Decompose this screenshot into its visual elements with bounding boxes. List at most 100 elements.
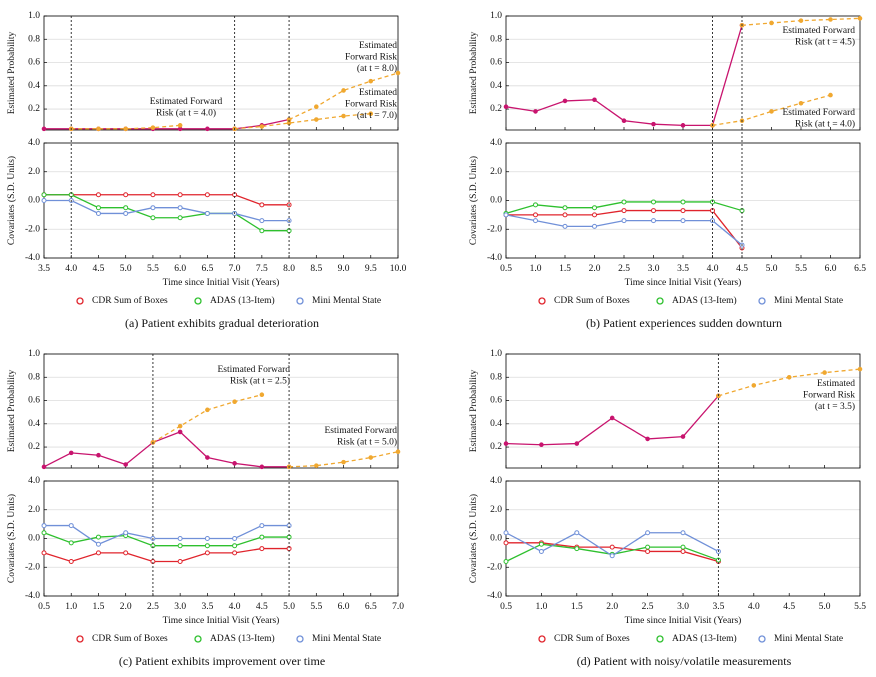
y-tick-label: 0.0 [490,534,502,544]
annotation: Risk (at t = 2.5) [230,376,290,387]
data-point [314,463,319,468]
annotation: Forward Risk [345,53,397,63]
data-point [232,550,238,556]
x-tick-label: 2.5 [147,602,159,612]
data-point [341,459,346,465]
data-point [533,202,538,208]
x-tick-label: 2.5 [642,602,654,612]
data-point [314,104,319,110]
data-point [562,205,568,211]
y-tick-label: -2.0 [487,224,502,234]
data-point [651,218,656,224]
data-point [857,16,863,21]
x-axis-label: Time since Initial Visit (Years) [163,277,280,288]
series-line [289,451,399,468]
data-point [68,450,74,456]
data-point [177,559,183,564]
data-point [41,198,47,203]
x-tick-label: 6.0 [174,264,186,274]
data-point [177,536,183,541]
data-point [503,212,509,218]
y-tick-label: -4.0 [487,253,502,263]
y-tick-label: 2.0 [28,505,40,515]
y-tick-label: 2.0 [28,167,40,177]
data-point [259,464,265,470]
annotation: Estimated [817,379,855,389]
x-tick-label: 4.5 [783,602,795,612]
data-point [769,109,774,114]
data-point [592,212,597,218]
x-tick-label: 6.5 [854,264,866,274]
y-tick-label: 0.4 [490,419,502,429]
legend-label: CDR Sum of Boxes [92,295,168,306]
series-line [152,394,263,443]
legend-label: ADAS (13-Item) [210,633,275,644]
data-point [609,544,615,550]
x-tick-label: 1.0 [65,602,77,612]
y-axis-label: Covariates (S.D. Units) [468,156,479,245]
data-point [177,429,183,435]
data-point [96,126,101,132]
legend-label: ADAS (13-Item) [672,633,737,644]
series-line [44,194,290,206]
data-point [123,462,128,467]
data-point [574,441,580,446]
annotation: Estimated Forward [782,108,855,118]
annotation: Forward Risk [345,100,397,110]
data-point [828,92,833,98]
y-axis-label: Estimated Probability [469,31,479,114]
data-point [562,98,568,104]
data-point [539,442,544,448]
data-point [96,452,101,458]
y-tick-label: -2.0 [25,562,40,572]
data-point [680,199,686,205]
x-tick-label: 6.0 [825,264,837,274]
x-axis-label: Time since Initial Visit (Years) [163,615,280,626]
x-tick-label: 3.5 [201,602,213,612]
data-point [651,208,656,214]
data-point [828,17,833,22]
data-point [503,441,509,446]
legend-marker [656,297,664,305]
y-tick-label: 0.0 [490,196,502,206]
data-point [395,70,401,76]
data-point [680,218,686,224]
y-tick-label: 4.0 [490,138,502,148]
data-point [232,461,237,466]
data-point [41,523,47,529]
data-point [150,215,156,221]
y-tick-label: 0.2 [490,104,502,114]
y-axis-label: Estimated Probability [469,369,479,452]
data-point [341,88,346,93]
data-point [533,212,538,218]
x-tick-label: 2.0 [606,602,618,612]
legend-marker [656,635,664,643]
legend-marker [194,635,202,643]
series-line [43,547,290,563]
data-point [95,550,101,556]
caption: (d) Patient with noisy/volatile measurem… [577,654,792,668]
data-point [592,205,597,211]
series-line [505,25,743,126]
legend-marker [538,635,546,643]
data-point [680,548,686,554]
y-tick-label: 0.2 [28,104,40,114]
data-point [95,192,101,198]
data-point [232,399,237,404]
x-tick-label: 3.0 [648,264,660,274]
data-point [621,218,627,224]
plot-frame [43,353,399,469]
data-point [574,530,580,536]
data-point [205,407,210,413]
annotation: Estimated Forward [150,97,223,107]
data-point [786,374,792,380]
data-point [177,192,183,198]
data-point [503,540,509,546]
data-point [150,205,156,211]
data-point [538,548,544,554]
y-tick-label: 0.6 [490,396,502,406]
y-tick-label: -2.0 [487,562,502,572]
data-point [259,523,265,529]
data-point [533,218,538,224]
